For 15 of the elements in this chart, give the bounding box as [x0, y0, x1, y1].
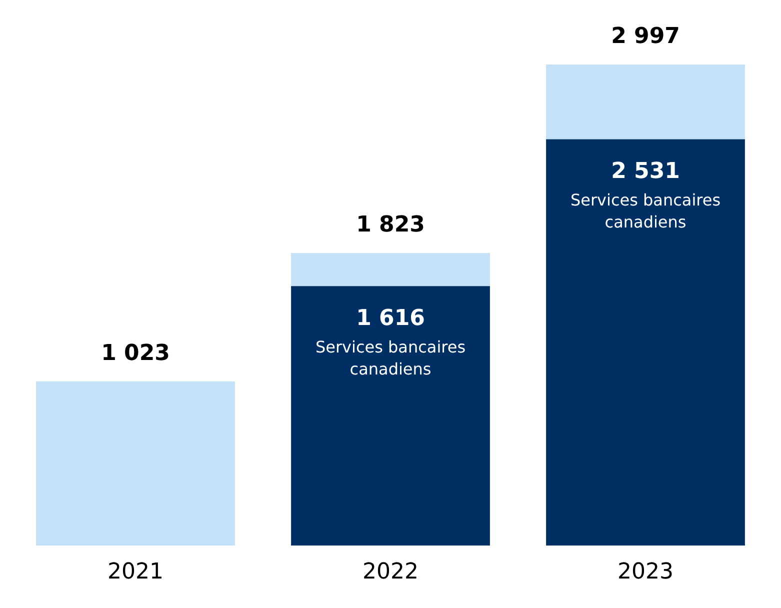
total-label: 1 823 — [356, 212, 425, 238]
bar — [546, 64, 745, 140]
x-tick-label: 2023 — [618, 560, 674, 585]
bar — [546, 139, 745, 546]
total-label: 1 023 — [101, 341, 170, 366]
bar — [291, 286, 490, 546]
bar — [291, 252, 490, 286]
total-label: 2 997 — [611, 24, 680, 50]
data-label: 2 531 — [611, 159, 680, 184]
bar — [36, 381, 235, 546]
series-label: Services bancaires canadiens — [315, 337, 466, 378]
data-label: 1 616 — [356, 306, 425, 331]
text: Services bancaires canadiens — [570, 190, 721, 232]
x-tick-label: 2022 — [362, 560, 418, 585]
x-tick-label: 2021 — [108, 560, 164, 585]
